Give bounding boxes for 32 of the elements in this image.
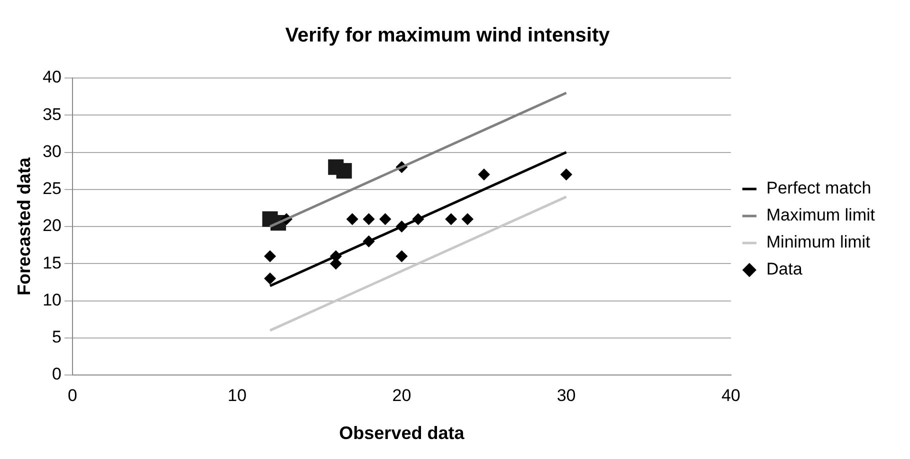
legend-label: Perfect match: [766, 178, 872, 198]
chart-title: Verify for maximum wind intensity: [285, 24, 611, 47]
y-tick-label: 40: [42, 68, 62, 87]
x-axis-title: Observed data: [339, 423, 466, 444]
point: [336, 163, 352, 179]
point: [346, 213, 358, 226]
point: [462, 213, 474, 226]
y-tick-label: 25: [42, 179, 62, 198]
y-tick-label: 30: [42, 142, 62, 161]
x-tick-label: 30: [556, 386, 576, 405]
y-tick-label: 15: [42, 253, 62, 272]
point: [478, 168, 490, 181]
y-tick-label: 35: [42, 104, 62, 124]
legend-label: Minimum limit: [766, 232, 871, 252]
point: [264, 250, 276, 262]
legend-label: Maximum limit: [766, 206, 876, 225]
x-tick-label: 10: [228, 386, 247, 405]
point: [264, 272, 276, 284]
point: [560, 168, 572, 181]
point: [445, 213, 458, 226]
y-axis-title: Forecasted data: [14, 156, 34, 296]
legend-label: Data: [766, 260, 803, 279]
point: [362, 213, 375, 226]
y-tick-label: 20: [42, 216, 62, 236]
point: [396, 250, 408, 262]
y-tick-label: 0: [52, 364, 62, 384]
y-tick-label: 10: [42, 290, 62, 310]
x-tick-label: 0: [68, 386, 78, 405]
x-tick-label: 20: [392, 386, 412, 405]
y-tick-label: 5: [52, 328, 62, 347]
point: [379, 213, 392, 226]
x-tick-label: 40: [721, 386, 740, 405]
